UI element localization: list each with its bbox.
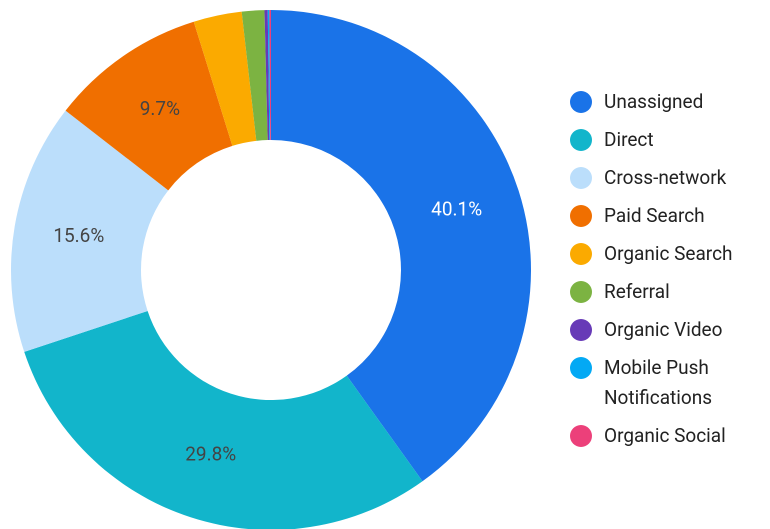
- data-label: 9.7%: [140, 97, 180, 120]
- legend-item: Mobile Push Notifications: [570, 353, 770, 413]
- legend: Unassigned Direct Cross-network Paid Search…: [570, 87, 770, 459]
- legend-label: Organic Social: [604, 424, 726, 447]
- legend-item: Referral: [570, 277, 770, 307]
- chart: 40.1% 29.8% 15.6% 9.7%: [10, 10, 531, 529]
- legend-label: Organic Video: [604, 318, 723, 341]
- data-label: 15.6%: [53, 224, 104, 247]
- legend-item: Organic Social: [570, 421, 770, 451]
- legend-label: Referral: [604, 280, 670, 303]
- slice: [264, 10, 270, 141]
- slice: [267, 10, 271, 141]
- legend-label: Direct: [604, 128, 654, 151]
- slice: [269, 10, 271, 141]
- legend-item: Cross-network: [570, 163, 770, 193]
- legend-item: Unassigned: [570, 87, 770, 117]
- legend-swatch: [570, 205, 592, 227]
- legend-label: Paid Search: [604, 204, 705, 227]
- slice: [241, 10, 268, 141]
- slice: [24, 310, 423, 529]
- data-label: 29.8%: [185, 442, 236, 465]
- legend-item: Organic Video: [570, 315, 770, 345]
- legend-swatch: [570, 281, 592, 303]
- legend-label: Unassigned: [604, 90, 704, 113]
- legend-swatch: [570, 357, 592, 379]
- legend-label: Mobile Push Notifications: [604, 356, 713, 409]
- legend-swatch: [570, 243, 592, 265]
- slice: [193, 11, 257, 146]
- slice: [65, 21, 233, 191]
- legend-item: Organic Search: [570, 239, 770, 269]
- slice: [271, 10, 531, 482]
- legend-label: Cross-network: [604, 166, 727, 189]
- legend-swatch: [570, 319, 592, 341]
- legend-label: Organic Search: [604, 242, 733, 265]
- legend-swatch: [570, 129, 592, 151]
- legend-swatch: [570, 425, 592, 447]
- slice: [10, 110, 169, 352]
- data-label: 40.1%: [431, 197, 482, 220]
- legend-item: Direct: [570, 125, 770, 155]
- legend-swatch: [570, 167, 592, 189]
- legend-swatch: [570, 91, 592, 113]
- legend-item: Paid Search: [570, 201, 770, 231]
